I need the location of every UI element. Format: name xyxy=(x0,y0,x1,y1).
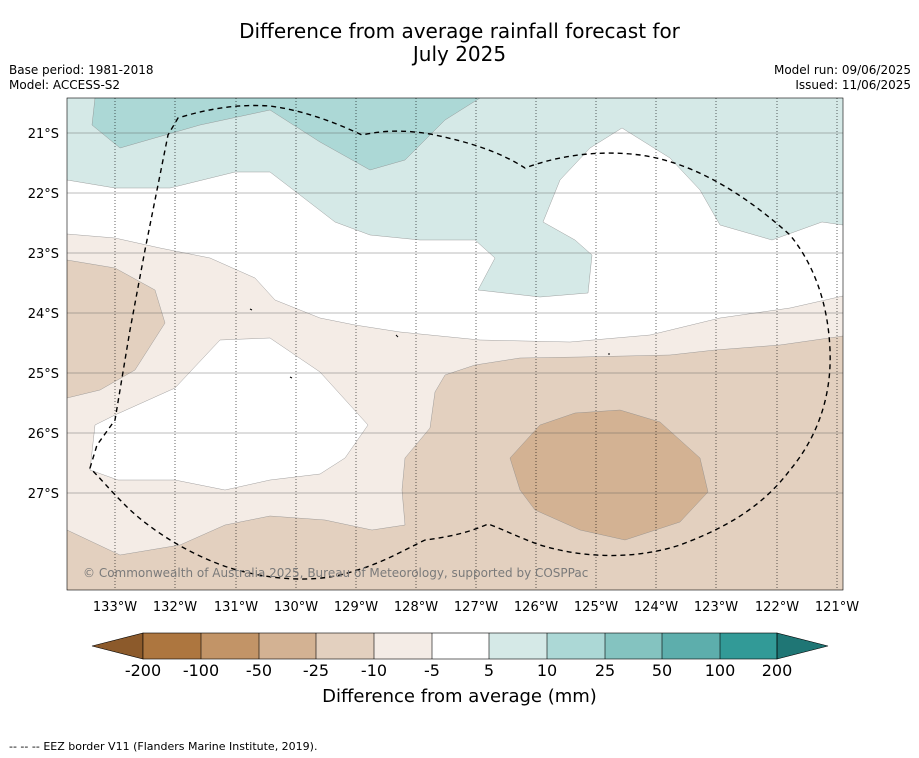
eez-legend-text: EEZ border V11 (Flanders Marine Institut… xyxy=(43,740,318,753)
colorbar-tick-label: 200 xyxy=(761,661,793,680)
lat-label: 26°S xyxy=(28,427,59,442)
model-run-text: Model run: 09/06/2025 xyxy=(773,63,911,77)
graticule-latitude-lines xyxy=(67,132,843,494)
colorbar-title: Difference from average (mm) xyxy=(322,686,597,707)
colorbar-tick-label: -5 xyxy=(424,661,440,680)
map-title-line2: July 2025 xyxy=(412,42,507,66)
colorbar-bin xyxy=(143,633,201,659)
graticule-longitude-lines xyxy=(114,98,838,590)
colorbar-tick-label: -10 xyxy=(360,661,388,680)
lat-label: 23°S xyxy=(28,247,59,262)
lon-label: 128°W xyxy=(394,600,438,615)
colorbar-tick-label: 25 xyxy=(594,661,616,680)
colorbar-bin xyxy=(662,633,720,659)
colorbar-tick-label: 50 xyxy=(651,661,673,680)
lon-label: 131°W xyxy=(214,600,258,615)
colorbar-bin xyxy=(374,633,432,659)
colorbar-tick-label: -25 xyxy=(302,661,330,680)
lon-label: 121°W xyxy=(815,600,859,615)
colorbar-bin xyxy=(316,633,374,659)
lon-label: 123°W xyxy=(694,600,738,615)
lon-label: 127°W xyxy=(454,600,498,615)
lon-label: 126°W xyxy=(514,600,558,615)
region-teal-north xyxy=(92,98,480,170)
colorbar-tick-label: -50 xyxy=(245,661,273,680)
colorbar xyxy=(91,632,829,660)
contour-fill-layer xyxy=(67,98,843,590)
colorbar-low-extension xyxy=(91,632,144,660)
lat-label: 27°S xyxy=(28,487,59,502)
colorbar-tick-label: 10 xyxy=(536,661,558,680)
eez-border xyxy=(89,104,831,580)
island-marks xyxy=(249,308,610,379)
colorbar-bin xyxy=(489,633,547,659)
colorbar-bin xyxy=(605,633,662,659)
colorbar-tick-label: -100 xyxy=(182,661,220,680)
map-frame xyxy=(66,97,844,591)
colorbar-tick-label: 5 xyxy=(483,661,495,680)
lat-label: 24°S xyxy=(28,307,59,322)
contour-lines xyxy=(67,98,843,556)
lon-label: 122°W xyxy=(755,600,799,615)
lat-label: 22°S xyxy=(28,187,59,202)
lat-label: 25°S xyxy=(28,367,59,382)
issued-date-text: Issued: 11/06/2025 xyxy=(795,78,911,92)
lon-label: 130°W xyxy=(274,600,318,615)
region-brown-center xyxy=(510,410,708,540)
colorbar-bin xyxy=(201,633,259,659)
lon-label: 129°W xyxy=(334,600,378,615)
colorbar-high-extension xyxy=(776,632,829,660)
lat-label: 21°S xyxy=(28,127,59,142)
eez-legend: -- -- -- EEZ border V11 (Flanders Marine… xyxy=(9,740,317,753)
lon-label: 133°W xyxy=(93,600,137,615)
region-white-southwest xyxy=(90,338,368,490)
region-light-teal-north xyxy=(67,98,843,297)
map-attribution: © Commonwealth of Australia 2025, Bureau… xyxy=(83,566,588,580)
map-title-line1: Difference from average rainfall forecas… xyxy=(239,19,680,43)
base-period-text: Base period: 1981-2018 xyxy=(9,63,154,77)
colorbar-tick-label: -200 xyxy=(124,661,162,680)
colorbar-tick-label: 100 xyxy=(704,661,736,680)
model-name-text: Model: ACCESS-S2 xyxy=(9,78,121,92)
region-light-brown-west xyxy=(67,260,165,398)
colorbar-bin xyxy=(259,633,316,659)
colorbar-bin xyxy=(432,633,489,659)
lon-label: 124°W xyxy=(634,600,678,615)
lon-label: 125°W xyxy=(574,600,618,615)
longitude-labels: 133°W 132°W 131°W 130°W 129°W 128°W 127°… xyxy=(93,600,859,615)
eez-legend-symbol: -- -- -- xyxy=(9,740,40,753)
lon-label: 132°W xyxy=(153,600,197,615)
colorbar-bin xyxy=(720,633,777,659)
colorbar-bin xyxy=(547,633,605,659)
latitude-labels: 21°S 22°S 23°S 24°S 25°S 26°S 27°S xyxy=(28,127,59,502)
